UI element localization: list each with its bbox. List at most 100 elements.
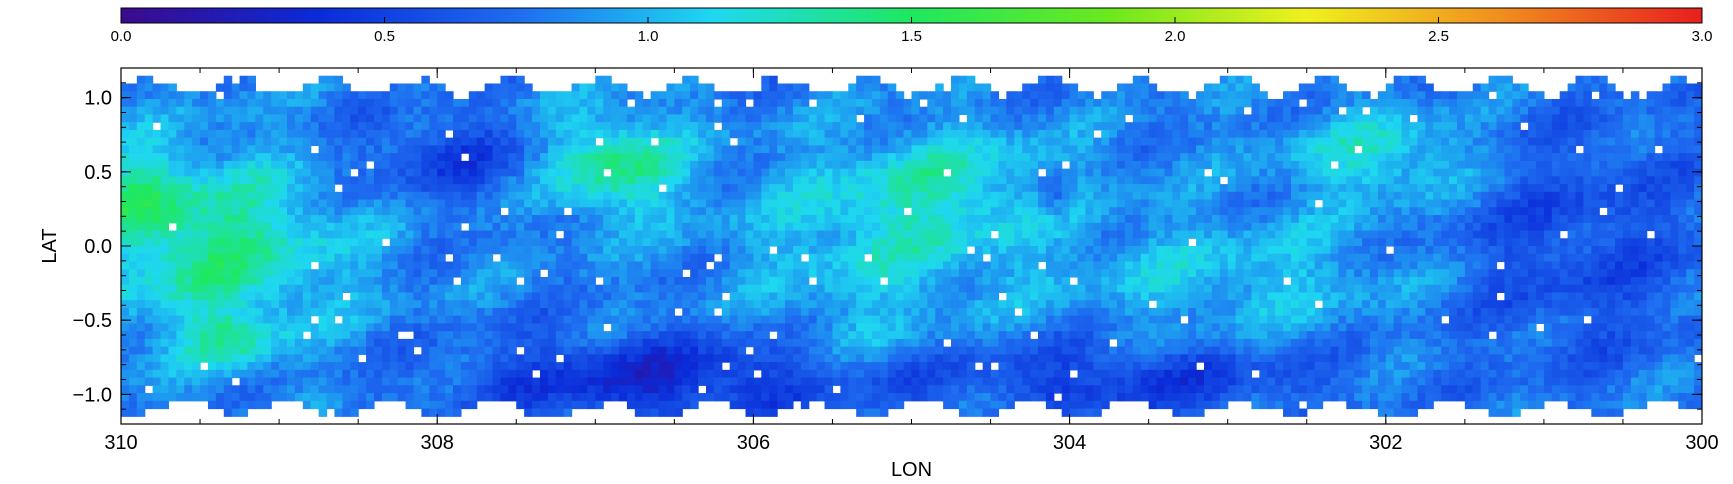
heatmap-cell (1283, 137, 1292, 146)
heatmap-cell (1409, 83, 1419, 92)
heatmap-cell (990, 238, 1000, 247)
heatmap-cell (690, 276, 699, 286)
heatmap-cell (389, 114, 399, 123)
heatmap-cell (192, 91, 201, 100)
heatmap-cell (1093, 145, 1102, 154)
heatmap-cell (1536, 253, 1545, 263)
heatmap-cell (1567, 91, 1577, 100)
heatmap-cell (737, 98, 747, 108)
heatmap-cell (1298, 129, 1308, 139)
heatmap-cell (1354, 207, 1363, 216)
heatmap-cell (1615, 191, 1624, 201)
heatmap-cell (800, 184, 810, 193)
heatmap-cell (429, 168, 438, 177)
heatmap-cell (998, 230, 1007, 239)
heatmap-cell (231, 98, 241, 108)
heatmap-cell (1678, 269, 1687, 278)
heatmap-cell (1607, 106, 1616, 116)
heatmap-cell (1409, 137, 1419, 146)
heatmap-cell (271, 98, 280, 108)
heatmap-cell (943, 276, 952, 286)
heatmap-cell (1536, 184, 1545, 193)
heatmap-cell (1140, 199, 1150, 208)
heatmap-cell (1069, 184, 1079, 193)
heatmap-cell (1504, 215, 1513, 224)
heatmap-cell (437, 269, 446, 278)
heatmap-cell (871, 191, 881, 201)
heatmap-cell (1243, 83, 1253, 92)
heatmap-cell (263, 153, 272, 162)
heatmap-cell (974, 276, 984, 286)
heatmap-cell (492, 83, 502, 92)
heatmap-cell (998, 106, 1007, 116)
heatmap-cell (350, 222, 359, 232)
heatmap-cell (1037, 129, 1047, 139)
heatmap-cell (698, 168, 707, 177)
heatmap-cell (128, 222, 138, 232)
heatmap-cell (951, 160, 960, 170)
heatmap-cell (460, 122, 470, 131)
heatmap-cell (903, 176, 913, 185)
heatmap-cell (1140, 261, 1150, 270)
heatmap-cell (279, 269, 288, 278)
heatmap-cell (840, 230, 849, 239)
heatmap-cell (1528, 199, 1537, 208)
heatmap-cell (1654, 129, 1664, 139)
heatmap-cell (792, 222, 802, 232)
heatmap-cell (445, 215, 454, 224)
heatmap-cell (437, 230, 446, 239)
heatmap-cell (1346, 215, 1355, 224)
heatmap-cell (1259, 160, 1268, 170)
heatmap-cell (160, 129, 170, 139)
heatmap-cell (1109, 160, 1118, 170)
heatmap-cell (1615, 238, 1624, 247)
heatmap-cell (1148, 83, 1158, 92)
heatmap-cell (484, 184, 494, 193)
heatmap-cell (1464, 269, 1474, 278)
heatmap-cell (207, 269, 217, 278)
heatmap-cell (1449, 122, 1458, 131)
heatmap-cell (1290, 91, 1300, 100)
heatmap-cell (571, 160, 581, 170)
heatmap-cell (1456, 253, 1466, 263)
heatmap-cell (287, 122, 296, 131)
heatmap-cell (871, 207, 881, 216)
heatmap-cell (1559, 114, 1569, 123)
heatmap-cell (294, 207, 304, 216)
heatmap-cell (247, 176, 256, 185)
heatmap-cell (524, 129, 533, 139)
heatmap-cell (1069, 129, 1079, 139)
heatmap-cell (1259, 129, 1268, 139)
heatmap-cell (1646, 184, 1656, 193)
heatmap-cell (1275, 129, 1284, 139)
heatmap-cell (871, 253, 881, 263)
heatmap-cell (373, 106, 383, 116)
heatmap-cell (152, 230, 162, 239)
heatmap-cell (1583, 122, 1592, 131)
heatmap-cell (1093, 215, 1102, 224)
heatmap-cell (508, 145, 517, 154)
heatmap-cell (160, 207, 170, 216)
heatmap-cell (721, 184, 731, 193)
heatmap-cell (982, 145, 992, 154)
heatmap-cell (318, 176, 328, 185)
heatmap-cell (982, 122, 992, 131)
heatmap-cell (974, 199, 984, 208)
heatmap-cell (555, 261, 565, 270)
heatmap-cell (1646, 168, 1656, 177)
heatmap-cell (200, 215, 209, 224)
heatmap-cell (271, 137, 280, 146)
heatmap-cell (279, 122, 288, 131)
heatmap-cell (1259, 153, 1268, 162)
heatmap-cell (1694, 145, 1702, 154)
heatmap-cell (1472, 261, 1482, 270)
heatmap-cell (808, 222, 818, 232)
heatmap-cell (1354, 106, 1363, 116)
heatmap-cell (943, 253, 952, 263)
heatmap-cell (1109, 168, 1118, 177)
heatmap-cell (460, 106, 470, 116)
heatmap-cell (848, 83, 857, 92)
heatmap-cell (1172, 253, 1181, 263)
heatmap-cell (1472, 246, 1482, 255)
heatmap-cell (1377, 176, 1387, 185)
